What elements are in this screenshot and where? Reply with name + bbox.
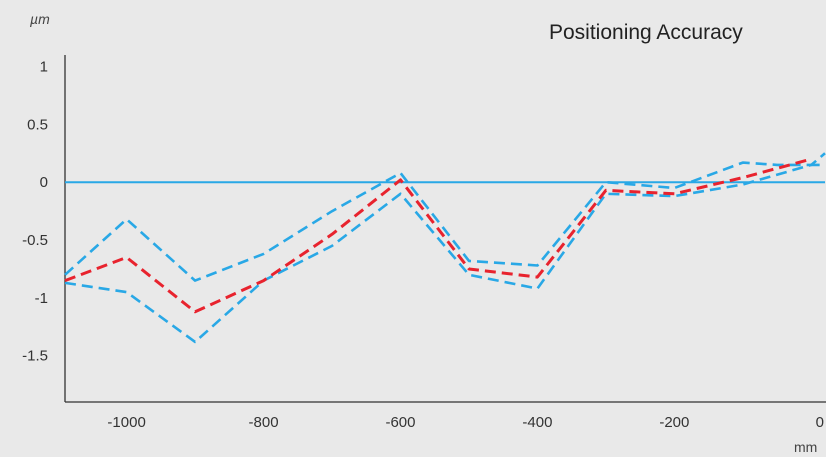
x-tick-label: -200 bbox=[659, 414, 689, 431]
x-tick-label: -1000 bbox=[107, 414, 145, 431]
x-tick-label: -600 bbox=[385, 414, 415, 431]
axes bbox=[64, 55, 826, 403]
x-axis-unit: mm bbox=[794, 439, 817, 455]
y-tick-label: 0 bbox=[40, 174, 48, 191]
chart-title: Positioning Accuracy bbox=[549, 21, 743, 44]
series-line-3 bbox=[64, 163, 825, 344]
y-axis-unit: µm bbox=[30, 11, 50, 27]
series-line-2 bbox=[64, 152, 826, 282]
y-tick-label: 0.5 bbox=[27, 116, 48, 133]
y-tick-label: 1 bbox=[40, 59, 48, 76]
series-line-1 bbox=[64, 157, 812, 314]
x-tick-label: 0 bbox=[816, 414, 824, 431]
y-tick-label: -1.5 bbox=[22, 348, 48, 365]
y-tick-label: -0.5 bbox=[22, 232, 48, 249]
y-tick-label: -1 bbox=[35, 290, 48, 307]
x-tick-label: -800 bbox=[249, 414, 279, 431]
x-tick-label: -400 bbox=[522, 414, 552, 431]
